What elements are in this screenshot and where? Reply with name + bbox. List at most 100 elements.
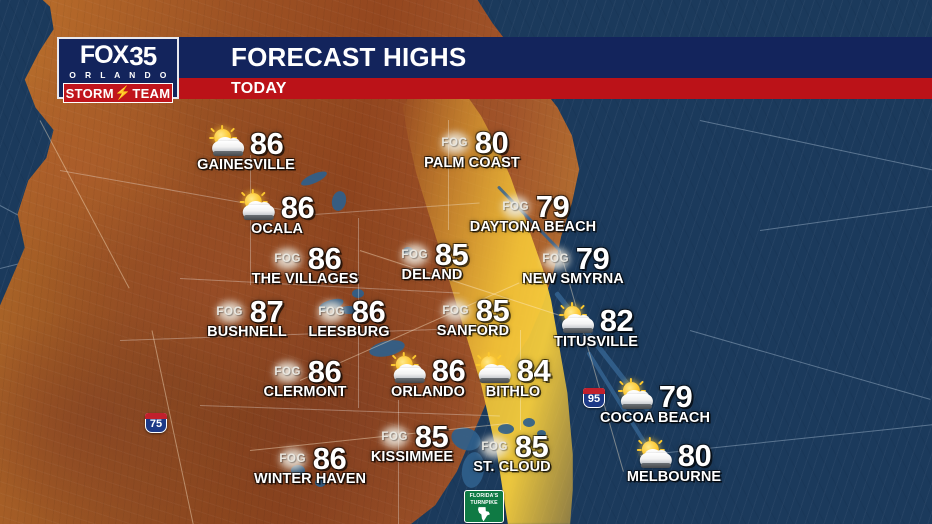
city-forecast-leesburg[interactable]: FOG 86 LEESBURG [308,296,389,340]
cloud-base-shadow [621,404,652,409]
city-forecast-sanford[interactable]: FOG 85 SANFORD [436,295,510,339]
city-temp-row: FOG 85 [376,419,449,455]
city-name-label: SANFORD [436,323,510,339]
county-border [448,120,449,230]
city-name-label: DELAND [401,267,463,283]
lake [523,418,535,427]
city-temp-row: FOG 85 [396,239,468,270]
fog-icon: FOG [437,296,475,326]
city-forecast-titusville[interactable]: 82 TITUSVILLE [554,302,638,350]
city-name-label: DAYTONA BEACH [469,219,597,235]
city-forecast-kissimmee[interactable]: FOG 85 KISSIMMEE [370,419,454,465]
fog-icon-label: FOG [216,306,244,318]
temperature-value: 86 [249,126,284,162]
city-temp-row: FOG 85 [437,295,509,326]
temperature-value: 87 [249,294,284,330]
city-temp-row: FOG 86 [313,296,385,327]
temperature-value: 85 [414,419,449,455]
city-temp-row: 79 [617,378,693,415]
fog-icon: FOG [436,128,474,158]
city-forecast-melbourne[interactable]: 80 MELBOURNE [627,437,721,485]
county-border [398,400,399,524]
city-forecast-bithlo[interactable]: 84 BITHLO [475,352,551,400]
fog-icon: FOG [537,244,575,274]
interstate-75-shield: 75 [144,413,167,433]
city-forecast-st-cloud[interactable]: FOG 85 ST. CLOUD [473,429,551,475]
sun-ray [638,380,644,386]
city-forecast-ocala[interactable]: 86 OCALA [239,189,315,237]
lightning-bolt-icon: ⚡ [114,85,132,100]
city-forecast-cocoa-beach[interactable]: 79 COCOA BEACH [599,378,711,426]
sun-ray [579,304,585,310]
sun-ray [617,390,623,392]
sun-cloud-icon [208,125,249,160]
shield-cap [144,413,167,419]
county-border [250,155,251,285]
sun-ray [570,302,573,307]
cloud-base-shadow [394,378,425,383]
city-forecast-deland[interactable]: FOG 85 DELAND [396,239,468,283]
city-name-label: NEW SMYRNA [522,271,624,287]
city-name-label: KISSIMMEE [370,449,454,465]
sun-ray [411,354,417,360]
sun-ray [391,354,397,360]
cloud-base-shadow [562,328,593,333]
temperature-value: 85 [514,429,549,465]
storm-text: STORM [65,85,114,101]
cloud-base-shadow [243,215,274,220]
floridas-turnpike-shield: FLORIDA'S TURNPIKE [464,490,504,523]
turnpike-line2: TURNPIKE [470,499,498,506]
sun-cloud-icon [239,189,280,224]
sun-ray [260,191,266,197]
temperature-value: 79 [658,379,693,415]
city-forecast-daytona-beach[interactable]: FOG 79 DAYTONA BEACH [469,191,597,235]
shield-cap [582,388,605,394]
city-temp-row: 86 [239,189,315,224]
city-forecast-bushnell[interactable]: FOG 87 BUSHNELL [207,294,287,340]
lake [315,478,326,487]
forecast-title-bar: FORECAST HIGHS [179,37,536,78]
sun-ray [209,127,215,133]
temperature-value: 86 [307,354,342,390]
fog-icon-label: FOG [502,201,530,213]
cloud-base-shadow [640,463,671,468]
fog-icon: FOG [269,357,307,387]
page-title: FORECAST HIGHS [231,42,467,72]
fog-icon-label: FOG [381,431,409,443]
fog-icon: FOG [376,422,414,452]
city-temp-row: 86 [208,125,284,162]
temperature-value: 86 [312,441,347,477]
city-forecast-clermont[interactable]: FOG 86 CLERMONT [264,354,347,400]
city-name-label: BITHLO [485,384,541,400]
fog-icon-label: FOG [274,366,302,378]
city-temp-row: 82 [558,302,634,337]
city-temp-row: FOG 86 [274,441,347,477]
temperature-value: 84 [516,353,551,389]
city-forecast-orlando[interactable]: 86 ORLANDO [390,352,466,400]
sun-cloud-icon [558,302,599,337]
city-forecast-the-villages[interactable]: FOG 86 THE VILLAGES [252,243,359,287]
sun-cloud-icon [390,352,431,387]
fog-icon-label: FOG [318,306,346,318]
temperature-value: 79 [575,241,610,277]
sun-ray [239,201,245,203]
city-forecast-winter-haven[interactable]: FOG 86 WINTER HAVEN [254,441,366,487]
city-temp-row: 80 [636,437,712,472]
city-forecast-new-smyrna[interactable]: FOG 79 NEW SMYRNA [522,241,624,287]
broadcast-header: FOX 35 O R L A N D O STORM ⚡ TEAM FORECA… [57,37,932,103]
fog-icon-label: FOG [274,253,302,265]
fog-icon: FOG [211,297,249,327]
city-forecast-palm-coast[interactable]: FOG 80 PALM COAST [424,127,520,171]
county-border [358,218,359,408]
cloud-base-shadow [212,151,243,156]
turnpike-line1: FLORIDA'S [469,493,499,499]
city-name-label: ST. CLOUD [473,459,551,475]
temperature-value: 86 [431,353,466,389]
city-forecast-gainesville[interactable]: 86 GAINESVILLE [197,125,295,173]
sun-ray [648,437,651,442]
city-temp-row: 84 [475,352,551,389]
fog-icon: FOG [396,240,434,270]
city-name-label: COCOA BEACH [599,410,711,426]
fog-icon-label: FOG [441,137,469,149]
city-temp-row: FOG 85 [476,429,549,465]
